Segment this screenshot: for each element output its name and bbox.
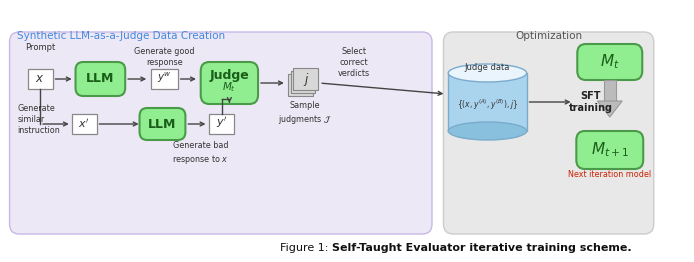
Text: Sample
judgments $\mathcal{J}$: Sample judgments $\mathcal{J}$ xyxy=(278,101,332,126)
FancyBboxPatch shape xyxy=(577,44,642,80)
Text: $y'$: $y'$ xyxy=(216,116,228,130)
Text: $M_t$: $M_t$ xyxy=(222,80,237,94)
Text: Prompt: Prompt xyxy=(25,43,56,52)
Bar xyxy=(604,80,616,101)
Text: $M_t$: $M_t$ xyxy=(600,53,620,71)
Text: Generate good
response: Generate good response xyxy=(134,47,194,67)
Text: LLM: LLM xyxy=(86,73,115,85)
FancyBboxPatch shape xyxy=(71,114,96,134)
Text: $\{(x,y^{(A)},y^{(B)}),j\}$: $\{(x,y^{(A)},y^{(B)}),j\}$ xyxy=(457,98,518,112)
FancyBboxPatch shape xyxy=(10,32,432,234)
FancyBboxPatch shape xyxy=(201,62,258,104)
Text: Judge: Judge xyxy=(210,69,249,83)
Ellipse shape xyxy=(448,122,527,140)
Text: $j$: $j$ xyxy=(303,72,309,89)
Text: $M_{t+1}$: $M_{t+1}$ xyxy=(591,141,629,159)
Bar xyxy=(448,73,527,131)
FancyBboxPatch shape xyxy=(443,32,654,234)
FancyBboxPatch shape xyxy=(288,74,312,96)
Text: Select
correct
verdicts: Select correct verdicts xyxy=(337,47,370,78)
Text: Synthetic LLM-as-a-Judge Data Creation: Synthetic LLM-as-a-Judge Data Creation xyxy=(17,31,226,41)
Text: Generate bad
response to $x$: Generate bad response to $x$ xyxy=(173,141,229,166)
FancyBboxPatch shape xyxy=(76,62,125,96)
Polygon shape xyxy=(598,101,623,117)
Text: Generate
similar
instruction: Generate similar instruction xyxy=(17,104,60,135)
Text: $x$: $x$ xyxy=(35,73,45,85)
Text: Figure 1:: Figure 1: xyxy=(280,243,332,253)
Text: Next iteration model: Next iteration model xyxy=(568,170,652,179)
Text: SFT
training: SFT training xyxy=(568,91,613,113)
Text: Optimization: Optimization xyxy=(515,31,582,41)
Text: $x'$: $x'$ xyxy=(78,117,90,129)
FancyBboxPatch shape xyxy=(291,71,315,93)
FancyBboxPatch shape xyxy=(576,131,643,169)
Text: LLM: LLM xyxy=(149,117,177,130)
Ellipse shape xyxy=(448,64,527,82)
FancyBboxPatch shape xyxy=(294,68,319,90)
Text: Judge data: Judge data xyxy=(465,63,510,72)
FancyBboxPatch shape xyxy=(151,69,178,89)
FancyBboxPatch shape xyxy=(139,108,185,140)
FancyBboxPatch shape xyxy=(28,69,53,89)
Text: Self-Taught Evaluator iterative training scheme.: Self-Taught Evaluator iterative training… xyxy=(332,243,632,253)
Text: $y^w$: $y^w$ xyxy=(157,71,172,85)
FancyBboxPatch shape xyxy=(210,114,234,134)
